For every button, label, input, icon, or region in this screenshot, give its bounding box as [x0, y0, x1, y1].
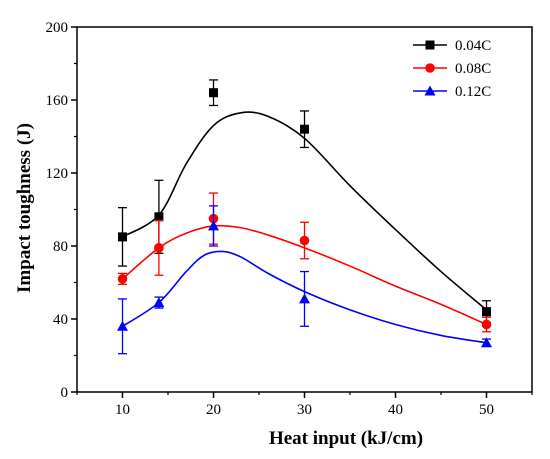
- series-0.12C: [117, 205, 492, 355]
- legend-label: 0.08C: [455, 61, 491, 77]
- x-tick-label: 20: [206, 402, 221, 418]
- legend-label: 0.12C: [455, 84, 491, 100]
- fit-curve: [122, 111, 488, 311]
- plot-area: 10 20 30 40 50 0 40 80 120 160 200 0.04C 0.08C 0.12C: [46, 20, 533, 418]
- y-tick-label: 160: [46, 93, 69, 109]
- legend: 0.04C 0.08C 0.12C: [413, 38, 491, 100]
- plot-frame: [76, 26, 533, 393]
- data-point: [117, 274, 128, 284]
- legend-marker: [424, 85, 436, 96]
- y-axis-title: Impact toughness (J): [14, 123, 35, 293]
- legend-label: 0.04C: [455, 38, 491, 54]
- data-point: [299, 293, 310, 304]
- x-tick-label: 30: [297, 402, 312, 418]
- y-tick-label: 80: [53, 239, 68, 255]
- data-point: [299, 235, 310, 246]
- data-point: [481, 337, 492, 348]
- x-tick-label: 10: [115, 402, 130, 418]
- x-tick-label: 40: [388, 402, 403, 418]
- data-point: [208, 220, 219, 231]
- y-tick-label: 120: [46, 166, 69, 182]
- data-point: [300, 124, 309, 134]
- y-tick-label: 40: [53, 312, 68, 328]
- data-point: [154, 212, 164, 222]
- legend-marker: [425, 63, 435, 73]
- x-tick-label: 50: [479, 402, 494, 418]
- fit-curve: [121, 224, 487, 326]
- data-point: [117, 320, 128, 331]
- data-point: [118, 232, 127, 242]
- legend-marker: [425, 40, 435, 50]
- data-point: [482, 307, 491, 317]
- data-point: [209, 88, 218, 98]
- y-tick-label: 200: [46, 20, 69, 36]
- x-axis-title: Heat input (kJ/cm): [269, 428, 423, 449]
- y-tick-label: 0: [61, 385, 69, 401]
- data-point: [154, 243, 164, 253]
- fit-curve: [122, 250, 487, 344]
- data-point: [153, 297, 165, 308]
- data-point: [481, 319, 492, 330]
